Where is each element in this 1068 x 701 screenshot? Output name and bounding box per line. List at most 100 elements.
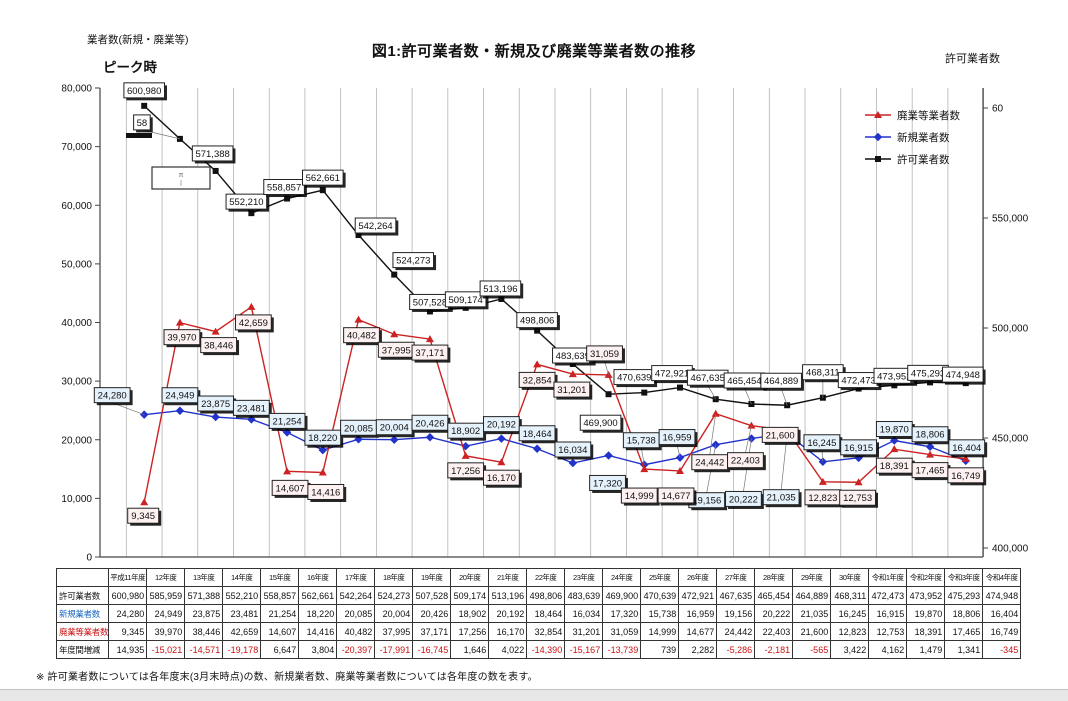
data-label-box xyxy=(234,314,272,331)
data-label: 509,174 xyxy=(449,295,483,306)
table-value-cell: 464,889 xyxy=(792,586,832,605)
data-label: 40,482 xyxy=(347,331,376,342)
data-label: 17,465 xyxy=(916,466,945,477)
table-value-cell: 17,256 xyxy=(450,622,490,641)
right-axis-tick-label: 450,000 xyxy=(992,434,1029,445)
data-label: 20,085 xyxy=(344,423,373,434)
year-column-header: 13年度 xyxy=(184,568,224,587)
table-value-cell: 14,416 xyxy=(298,622,338,641)
triangle-marker-icon xyxy=(865,111,891,118)
table-value-cell: 17,465 xyxy=(944,622,984,641)
left-axis-tick-label: 10,000 xyxy=(61,494,92,505)
chart-title: 図1:許可業者数・新規及び廃業等業者数の推移 xyxy=(371,43,697,60)
data-label: 600,980 xyxy=(127,86,161,97)
table-value-cell: 24,442 xyxy=(716,622,756,641)
data-label-box xyxy=(444,291,487,308)
data-label-box xyxy=(658,429,696,446)
table-value-cell: 20,192 xyxy=(488,604,528,623)
data-label-box xyxy=(725,490,762,507)
year-column-header: 25年度 xyxy=(640,568,680,587)
left-axis-tick-label: 40,000 xyxy=(61,318,92,329)
data-label: 16,749 xyxy=(951,471,980,482)
data-label: 58 xyxy=(137,118,148,129)
data-label-box xyxy=(948,439,986,456)
table-header-row: 平成11年度 12年度 13年度 14年度 15年度 16年度 17年度 18年度 19年度 20… xyxy=(55,568,1022,587)
footnote: ※ 許可業者数については各年度末(3月末時点)の数、新規業者数、廃業等業者数につ… xyxy=(36,672,538,683)
year-column-header: 22年度 xyxy=(526,568,566,587)
table-value-cell: 4,162 xyxy=(868,640,908,659)
table-value-cell: 18,902 xyxy=(450,604,490,623)
data-label-box xyxy=(133,114,151,131)
table-value-cell: 475,293 xyxy=(944,586,984,605)
row-label: 許可業者数 xyxy=(55,586,110,605)
data-label-box xyxy=(161,387,199,404)
table-value-cell: -345 xyxy=(982,640,1022,659)
data-label: 21,600 xyxy=(766,430,795,441)
table-value-cell: 19,156 xyxy=(716,604,756,623)
data-label-box xyxy=(483,469,520,486)
table-value-cell: 739 xyxy=(640,640,680,659)
legend-label: 廃業等業者数 xyxy=(897,109,960,122)
svg-text:π: π xyxy=(179,172,184,179)
data-label: 552,210 xyxy=(229,197,263,208)
data-label-box xyxy=(354,217,397,234)
table-value-cell: 1,341 xyxy=(944,640,984,659)
data-label-box xyxy=(392,252,435,269)
data-label: 18,220 xyxy=(308,433,337,444)
table-value-cell: -15,167 xyxy=(564,640,604,659)
data-label-box xyxy=(579,414,622,431)
data-label: 469,900 xyxy=(583,418,617,429)
table-row: 年度間増減 14,935 -15,021 -14,571 -19,178 6,647 3,8… xyxy=(55,640,1022,659)
table-value-cell: -20,397 xyxy=(336,640,376,659)
year-column-header: 平成11年度 xyxy=(108,568,148,587)
table-value-cell: -14,571 xyxy=(184,640,224,659)
data-label: 12,823 xyxy=(808,493,837,504)
year-column-header: 令和3年度 xyxy=(944,568,984,587)
table-value-cell: -16,745 xyxy=(412,640,452,659)
table-value-cell: 468,311 xyxy=(830,586,870,605)
table-value-cell: 473,952 xyxy=(906,586,946,605)
data-label-box xyxy=(483,416,520,433)
table-value-cell: 467,635 xyxy=(716,586,756,605)
table-value-cell: 1,646 xyxy=(450,640,490,659)
table-value-cell: 2,282 xyxy=(678,640,718,659)
table-value-cell: -19,178 xyxy=(222,640,262,659)
data-label-box xyxy=(200,337,238,354)
data-label-box xyxy=(657,487,695,504)
table-value-cell: 12,823 xyxy=(830,622,870,641)
data-label: 18,391 xyxy=(880,461,909,472)
table-value-cell: 571,388 xyxy=(184,586,224,605)
data-label: 20,192 xyxy=(487,420,516,431)
trend-line-chart: 0 10,000 20,000 30,000 40,000 50,000 60,000 70,… xyxy=(61,82,1029,564)
data-label: 22,403 xyxy=(731,456,760,467)
data-label-box xyxy=(225,193,268,210)
data-label: 464,889 xyxy=(764,376,798,387)
data-label: 571,388 xyxy=(195,149,229,160)
data-label-box xyxy=(127,507,160,524)
data-label: 23,875 xyxy=(201,399,230,410)
table-value-cell: 16,034 xyxy=(564,604,604,623)
data-label-box xyxy=(123,82,165,99)
table-value-cell: 18,464 xyxy=(526,604,566,623)
data-label: 18,806 xyxy=(916,430,945,441)
data-label: 14,416 xyxy=(311,487,340,498)
table-value-cell: 23,875 xyxy=(184,604,224,623)
year-column-header: 20年度 xyxy=(450,568,490,587)
table-value-cell: 16,170 xyxy=(488,622,528,641)
data-label: 19,870 xyxy=(880,425,909,436)
data-label-box xyxy=(760,372,802,389)
data-label: 21,254 xyxy=(273,416,302,427)
table-row: 新規業者数 24,280 24,949 23,875 23,481 21,254 18,22… xyxy=(55,604,1022,623)
table-value-cell: 18,806 xyxy=(944,604,984,623)
left-axis-title: 業者数(新規・廃業等) xyxy=(87,34,189,46)
data-label: 16,915 xyxy=(844,443,873,454)
table-row: 廃業等業者数 9,345 39,970 38,446 42,659 14,607 14,41… xyxy=(55,622,1022,641)
table-value-cell: 15,738 xyxy=(640,604,680,623)
legend-label: 新規業者数 xyxy=(897,131,950,144)
table-value-cell: 31,201 xyxy=(564,622,604,641)
data-label: 12,753 xyxy=(843,493,872,504)
data-label: 24,949 xyxy=(165,391,194,402)
data-label: 31,059 xyxy=(590,349,619,360)
legend-item: 廃業等業者数 xyxy=(864,104,984,126)
data-label: 474,948 xyxy=(946,370,980,381)
